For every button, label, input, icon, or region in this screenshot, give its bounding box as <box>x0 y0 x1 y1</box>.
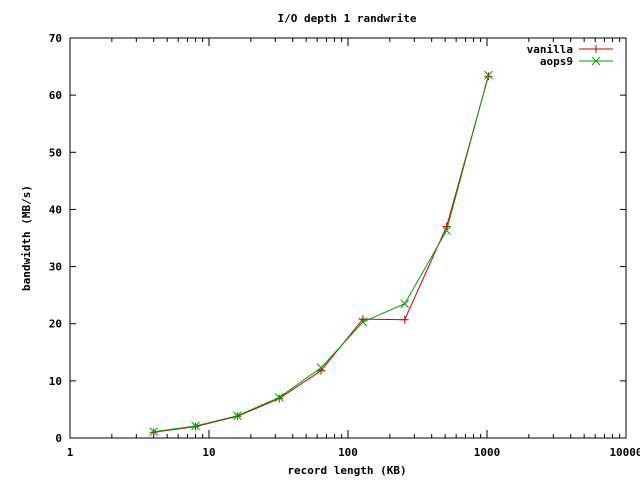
marker-stroke <box>316 363 326 373</box>
x-tick-label: 1000 <box>474 446 501 459</box>
marker-stroke <box>442 226 451 235</box>
y-tick-label: 10 <box>49 375 62 388</box>
legend-marker-aops9 <box>591 56 601 66</box>
y-tick-label: 30 <box>49 261 62 274</box>
x-axis-label: record length (KB) <box>287 464 406 477</box>
x-tick-label: 1 <box>67 446 74 459</box>
y-tick-label: 70 <box>49 32 62 45</box>
data-point-aops9 <box>358 317 368 327</box>
data-point-aops9 <box>274 393 284 402</box>
marker-stroke <box>233 411 242 421</box>
y-axis-label: bandwidth (MB/s) <box>20 185 33 291</box>
data-point-aops9 <box>442 226 451 235</box>
marker-stroke <box>358 317 368 327</box>
data-point-aops9 <box>191 421 200 431</box>
marker-stroke <box>400 299 410 309</box>
data-point-vanilla <box>400 315 409 324</box>
marker-stroke <box>591 56 601 66</box>
data-point-aops9 <box>233 411 242 421</box>
y-tick-label: 40 <box>49 203 62 216</box>
legend-label: aops9 <box>540 55 573 68</box>
series-vanilla <box>149 72 493 437</box>
legend-label: vanilla <box>527 43 573 56</box>
y-tick-label: 50 <box>49 146 62 159</box>
data-point-aops9 <box>149 427 159 437</box>
y-tick-label: 20 <box>49 318 62 331</box>
legend-marker-vanilla <box>592 45 600 53</box>
series-line-vanilla <box>153 76 489 433</box>
data-point-aops9 <box>400 299 410 309</box>
axis-ticks: 0 10 20 30 40 50 60 70 1 10 100 1000 10000 <box>49 32 640 459</box>
x-tick-label: 10 <box>202 446 215 459</box>
chart-title: I/O depth 1 randwrite <box>277 12 416 25</box>
x-tick-label: 10000 <box>609 446 640 459</box>
series-aops9 <box>149 70 493 437</box>
marker-stroke <box>484 70 493 80</box>
series-layer <box>149 70 493 437</box>
x-tick-label: 100 <box>338 446 358 459</box>
series-line-aops9 <box>153 74 489 433</box>
marker-stroke <box>191 421 200 431</box>
y-tick-label: 0 <box>55 432 62 445</box>
plot-frame <box>69 37 627 439</box>
data-point-aops9 <box>484 70 493 80</box>
marker-stroke <box>149 427 159 437</box>
data-point-aops9 <box>316 363 326 373</box>
y-tick-label: 60 <box>49 89 62 102</box>
marker-stroke <box>274 393 284 402</box>
